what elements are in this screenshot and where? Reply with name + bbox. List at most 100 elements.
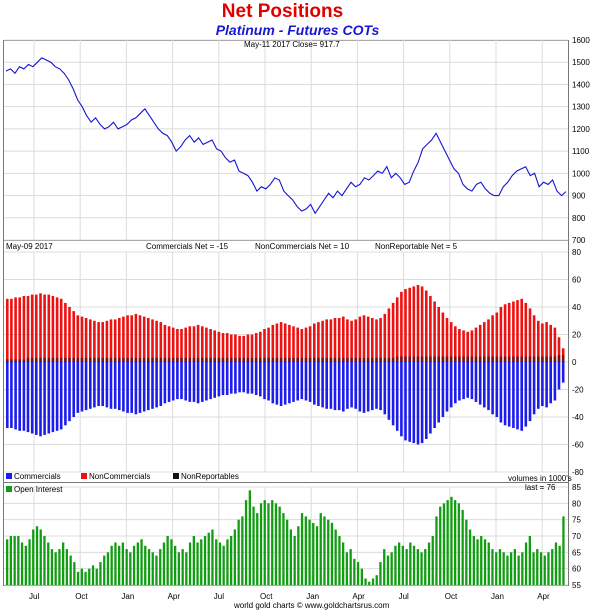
open-interest-bar — [300, 513, 304, 585]
noncommercials-bar — [6, 298, 9, 363]
open-interest-bar — [349, 549, 352, 585]
nonreportables-bar — [184, 357, 187, 362]
noncommercials-bar — [43, 294, 46, 362]
nonreportables-bar — [288, 357, 291, 362]
commercials-bar — [35, 362, 38, 435]
commercials-bar — [209, 362, 212, 400]
nonreportables-bar — [503, 356, 507, 362]
net-ytick-label: -60 — [572, 441, 584, 450]
commercials-bar — [254, 362, 258, 395]
commercials-bar — [109, 362, 113, 409]
commercials-bar — [213, 362, 216, 398]
noncommercials-bar — [371, 318, 374, 362]
nonreportables-bar — [441, 356, 445, 362]
noncommercials-bar — [325, 319, 328, 362]
commercials-bar — [275, 362, 279, 405]
commercials-bar — [466, 362, 469, 398]
nonreportables-bar — [383, 357, 387, 362]
open-interest-bar — [129, 552, 132, 585]
noncommercials-bar — [234, 334, 237, 362]
noncommercials-bar — [478, 324, 482, 362]
nonreportables-bar — [259, 357, 262, 362]
commercials-bar — [101, 362, 104, 406]
noncommercials-bar — [109, 319, 113, 362]
noncommercials-bar — [30, 294, 34, 362]
commercials-bar — [151, 362, 154, 409]
commercials-bar — [39, 362, 42, 437]
noncommercials-bar — [537, 320, 540, 363]
commercials-bar — [89, 362, 92, 409]
nonreportables-bar — [483, 356, 486, 362]
commercials-bar — [495, 362, 499, 417]
nonreportables-bar — [93, 357, 96, 362]
nonreportables-bar — [429, 356, 432, 362]
nonreportables-bar — [89, 357, 92, 362]
open-interest-bar — [409, 542, 412, 585]
commercials-bar — [371, 362, 374, 411]
nonreportables-bar — [130, 357, 133, 362]
noncommercials-bar — [196, 324, 200, 362]
commercials-bar — [425, 362, 428, 439]
noncommercials-bar — [487, 319, 490, 362]
nonreportables-bar — [487, 356, 490, 362]
commercials-bar — [470, 362, 474, 400]
open-interest-bar — [226, 539, 229, 585]
commercials-bar — [142, 362, 146, 412]
noncommercials-bar — [279, 322, 283, 362]
noncommercials-bar — [474, 327, 478, 362]
nonreportables-bar — [478, 356, 482, 362]
noncommercials-bar — [155, 320, 158, 363]
noncommercials-bar — [80, 316, 84, 362]
open-interest-bar — [394, 545, 397, 585]
noncommercials-bar — [263, 329, 266, 362]
commercials-bar — [126, 362, 129, 413]
noncommercials-bar — [300, 329, 304, 362]
noncommercials-bar — [147, 318, 150, 362]
open-interest-bar — [323, 516, 326, 585]
open-interest-bar — [6, 539, 9, 585]
net-ytick-label: 60 — [572, 276, 581, 285]
noncommercials-bar — [275, 323, 279, 362]
noncommercials-bar — [462, 330, 465, 362]
open-interest-bar — [99, 562, 102, 585]
nonreportables-bar — [300, 357, 304, 362]
noncommercials-bar — [192, 326, 196, 363]
noncommercials-bar — [217, 331, 221, 363]
noncommercials-bar — [358, 316, 362, 362]
commercials-bar — [267, 362, 270, 401]
open-interest-bar — [304, 516, 307, 585]
noncommercials-bar — [308, 326, 312, 363]
nonreportables-bar — [55, 357, 59, 362]
commercials-bar — [130, 362, 133, 413]
commercials-bar — [283, 362, 287, 405]
noncommercials-bar — [64, 302, 67, 362]
commercials-bar — [51, 362, 55, 433]
noncommercials-bar — [454, 326, 457, 363]
noncommercials-bar — [391, 302, 395, 362]
axis-labels: 7008009001000110012001300140015001600-80… — [29, 36, 590, 601]
nonreportables-bar — [113, 357, 117, 362]
noncommercials-bar — [55, 297, 59, 362]
noncommercials-bar — [288, 324, 291, 362]
nonreportables-bar — [350, 357, 353, 362]
noncommercials-bar — [495, 312, 499, 362]
noncommercials-bar — [180, 329, 183, 362]
oi-ytick-label: 75 — [572, 516, 581, 525]
nonreportables-bar — [26, 357, 30, 362]
nonreportables-bar — [553, 356, 557, 362]
commercials-bar — [478, 362, 482, 405]
nonreportables-bar — [275, 357, 279, 362]
commercials-bar — [292, 362, 295, 402]
commercials-bar — [313, 362, 316, 405]
nonreportables-bar — [18, 359, 21, 363]
commercials-bar — [105, 362, 109, 408]
nonreportables-bar — [304, 357, 308, 362]
nonreportables-bar — [97, 357, 100, 362]
x-tick-label: Apr — [537, 592, 550, 601]
nonreportables-bar — [474, 356, 478, 362]
noncommercials-bar — [507, 302, 511, 362]
nonreportables-bar — [545, 356, 548, 362]
net-date-label: May-09 2017 — [6, 242, 53, 251]
open-interest-bar — [491, 549, 494, 585]
legend-label-noncommercials: NonCommercials — [89, 472, 150, 481]
